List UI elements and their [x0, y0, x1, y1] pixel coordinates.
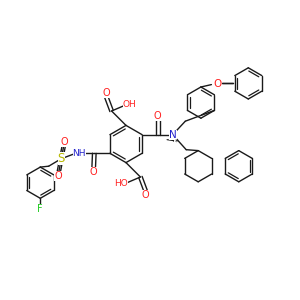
Text: NH: NH — [73, 149, 86, 158]
Text: O: O — [55, 171, 62, 181]
Text: F: F — [38, 204, 43, 214]
Text: N: N — [169, 130, 177, 140]
Text: O: O — [213, 79, 221, 89]
Text: *: * — [175, 139, 178, 145]
Text: O: O — [154, 111, 161, 122]
Text: S: S — [58, 152, 65, 165]
Text: O: O — [90, 167, 98, 177]
Text: OH: OH — [123, 100, 136, 109]
Text: HO: HO — [114, 179, 128, 188]
Text: O: O — [61, 136, 68, 147]
Text: O: O — [102, 88, 110, 98]
Text: O: O — [142, 190, 150, 200]
